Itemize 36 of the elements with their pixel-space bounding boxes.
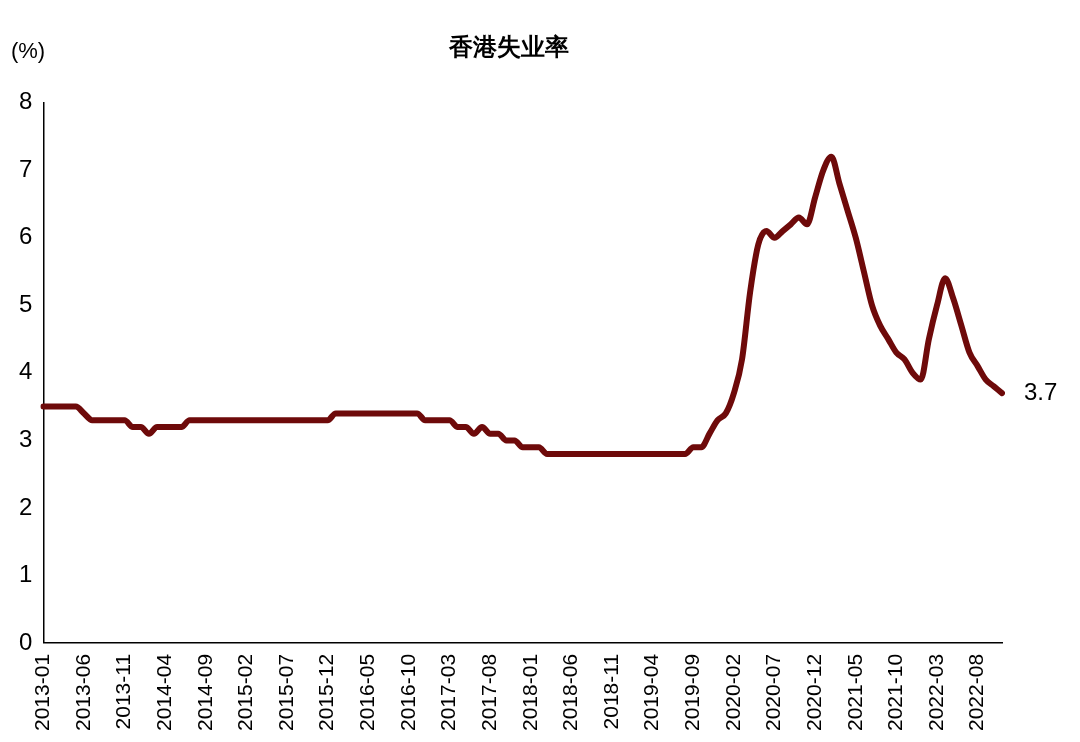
data-label: 3.7: [1024, 377, 1058, 405]
x-tick-label: 2016-05: [355, 653, 379, 732]
x-tick-label: 2021-05: [842, 653, 866, 732]
x-tick-label: 2014-04: [152, 653, 176, 732]
x-tick-label: 2015-12: [314, 653, 338, 732]
x-tick-label: 2013-11: [111, 653, 135, 730]
x-tick-label: 2017-03: [436, 653, 460, 732]
x-tick-label: 2013-06: [70, 653, 94, 732]
x-tick-label: 2014-09: [192, 653, 216, 732]
y-tick-label: 6: [18, 222, 33, 250]
y-tick-label: 5: [18, 289, 33, 317]
x-tick-label: 2017-08: [476, 653, 500, 732]
y-tick-label: 4: [18, 357, 33, 385]
x-tick-label: 2020-02: [720, 653, 744, 732]
y-tick-label: 1: [18, 560, 33, 588]
x-tick-label: 2022-03: [923, 653, 947, 732]
chart-title: 香港失业率: [448, 33, 569, 61]
x-tick-label: 2019-04: [639, 653, 663, 732]
x-tick-label: 2015-07: [273, 653, 297, 732]
x-tick-label: 2013-01: [30, 653, 54, 732]
x-tick-label: 2018-11: [598, 653, 622, 730]
y-tick-label: 8: [18, 87, 33, 115]
x-tick-label: 2020-12: [801, 653, 825, 732]
y-tick-label: 0: [18, 627, 33, 655]
x-tick-label: 2021-10: [883, 653, 907, 732]
x-tick-label: 2019-09: [680, 653, 704, 732]
x-tick-label: 2015-02: [233, 653, 257, 732]
x-tick-label: 2020-07: [761, 653, 785, 732]
x-tick-label: 2016-10: [395, 653, 419, 732]
x-tick-label: 2018-06: [558, 653, 582, 732]
y-tick-label: 2: [18, 492, 33, 520]
y-axis-title: (%): [10, 38, 46, 64]
x-tick-label: 2018-01: [517, 653, 541, 732]
x-tick-label: 2022-08: [964, 653, 988, 732]
y-tick-label: 7: [18, 154, 33, 182]
y-tick-label: 3: [18, 425, 33, 453]
